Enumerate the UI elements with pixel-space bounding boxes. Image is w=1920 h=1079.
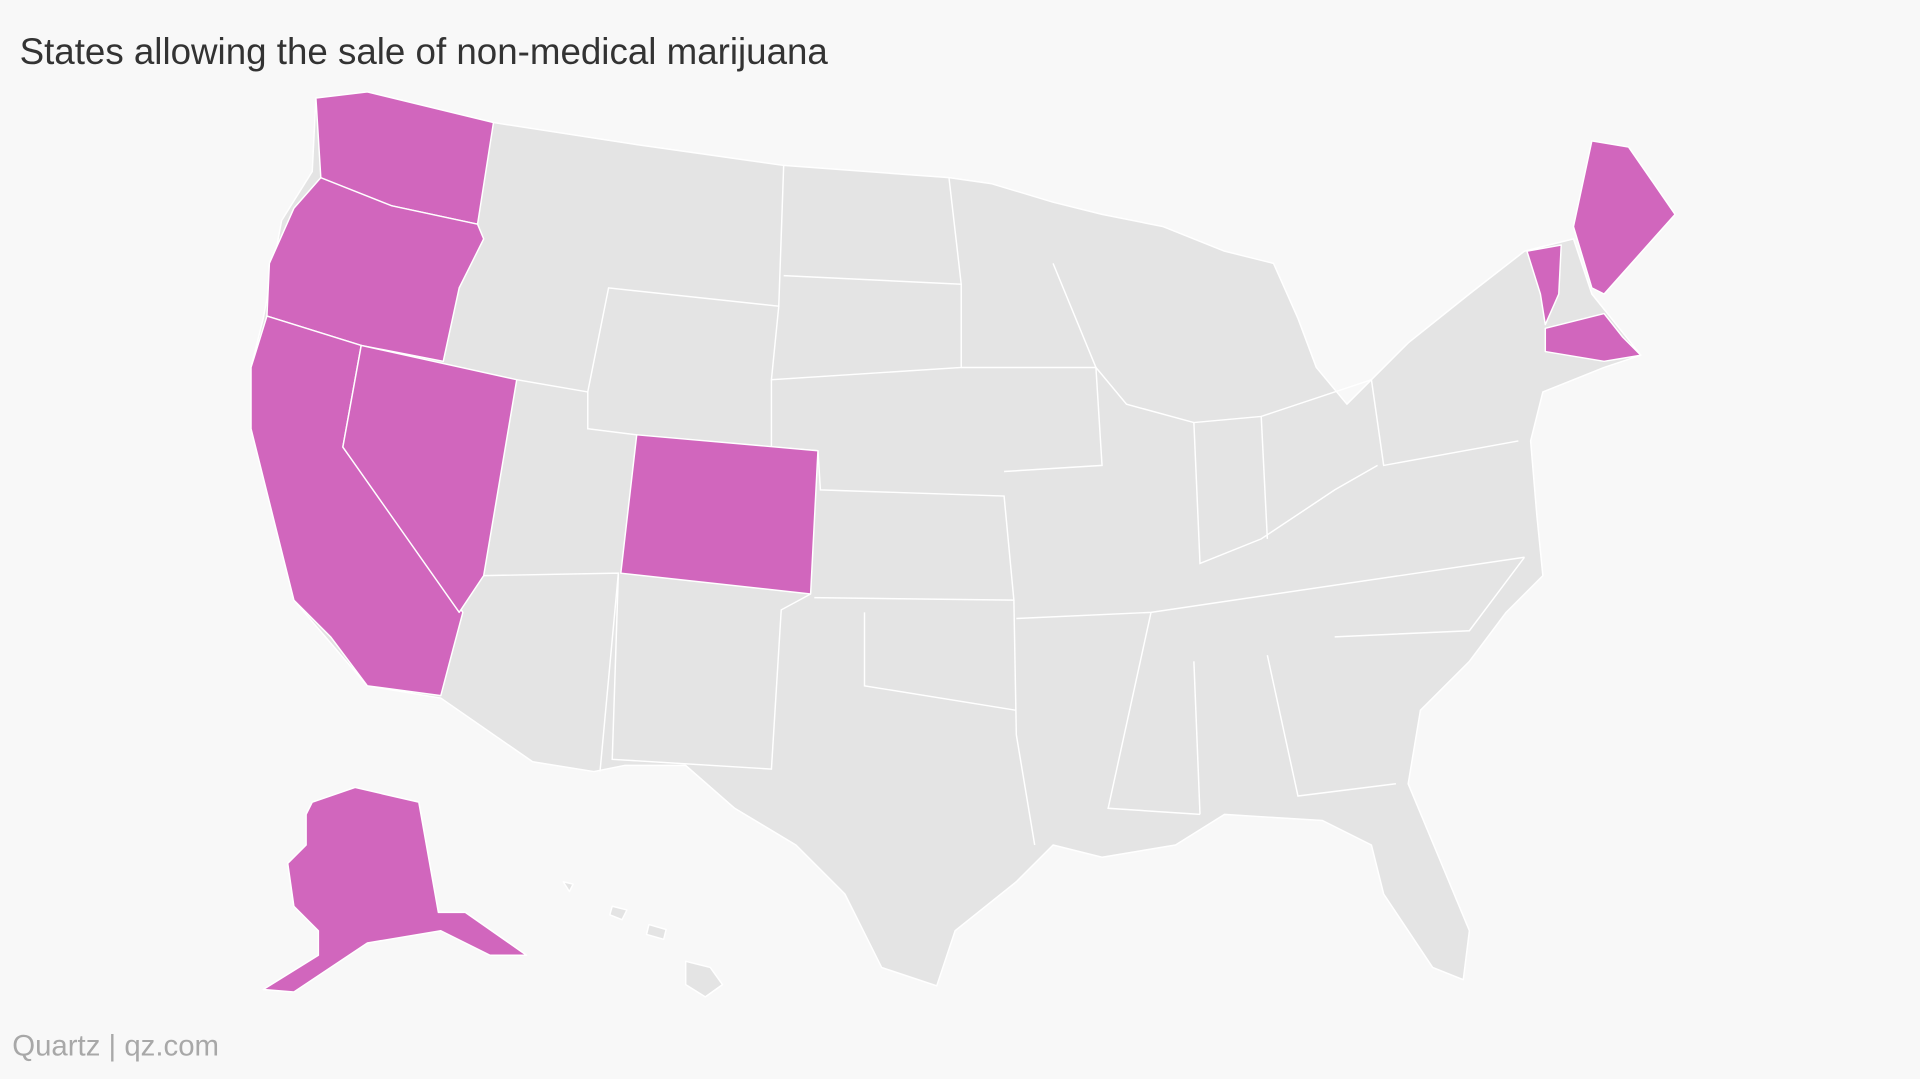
contiguous-us	[250, 91, 1642, 987]
state-borders	[483, 165, 1526, 846]
title: States allowing the sale of non-medical …	[20, 31, 829, 72]
hawaii	[562, 881, 724, 998]
alaska	[262, 786, 528, 993]
oregon	[266, 176, 485, 363]
maine	[1572, 140, 1676, 295]
colorado	[620, 434, 819, 595]
vermont	[1526, 244, 1562, 326]
source: Quartz | qz.com	[12, 1030, 219, 1063]
us-map	[250, 91, 1676, 998]
nevada	[342, 344, 518, 614]
massachusetts	[1544, 312, 1642, 363]
